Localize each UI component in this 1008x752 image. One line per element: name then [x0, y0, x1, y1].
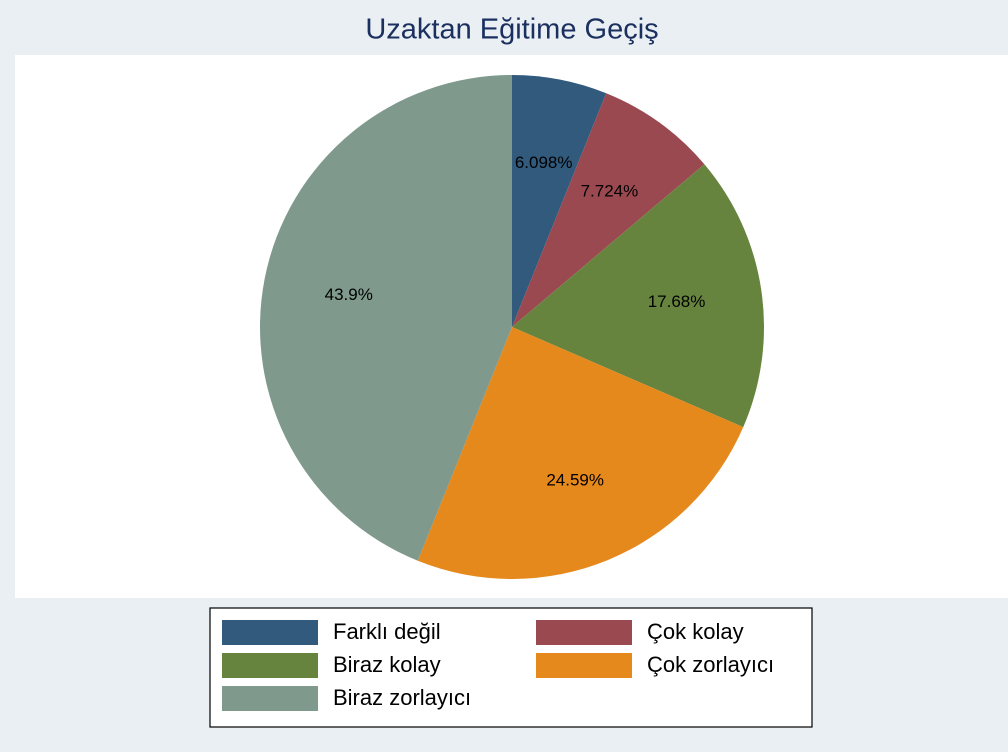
data-label: 6.098% [515, 153, 573, 172]
data-label: 43.9% [325, 285, 373, 304]
pie-slice [512, 75, 607, 327]
data-label: 24.59% [546, 470, 604, 489]
legend-swatch [222, 653, 318, 678]
data-label: 17.68% [648, 292, 706, 311]
pie-slice [512, 93, 705, 327]
pie-slice [259, 75, 512, 561]
pie-slice [512, 164, 765, 428]
legend-label: Çok kolay [647, 619, 744, 644]
legend-label: Biraz zorlayıcı [333, 685, 471, 710]
legend-swatch [536, 620, 632, 645]
legend-swatch [222, 620, 318, 645]
legend-label: Çok zorlayıcı [647, 652, 774, 677]
legend-swatch [222, 686, 318, 711]
legend-swatch [536, 653, 632, 678]
chart-title: Uzaktan Eğitime Geçiş [365, 14, 658, 46]
pie-slice [417, 327, 744, 579]
data-label: 7.724% [581, 182, 639, 201]
legend-label: Biraz kolay [333, 652, 441, 677]
legend-label: Farklı değil [333, 619, 441, 644]
